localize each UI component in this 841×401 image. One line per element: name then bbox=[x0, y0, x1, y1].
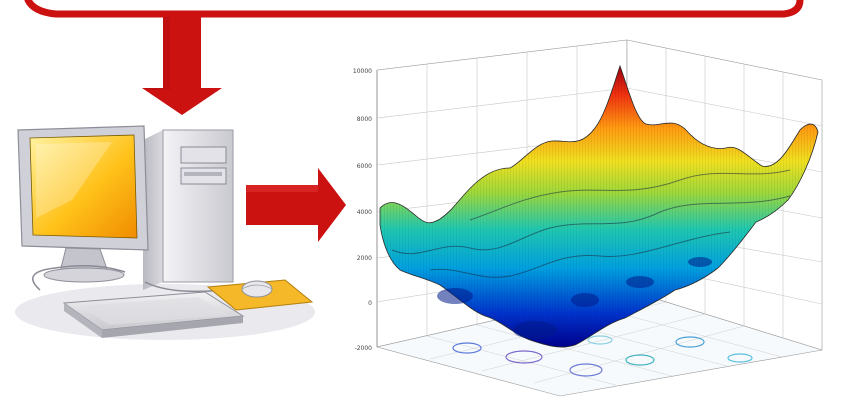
z-tick-label: 4000 bbox=[357, 209, 372, 216]
surface bbox=[379, 64, 819, 348]
z-tick-label: 2000 bbox=[357, 255, 372, 262]
z-tick-label: -2000 bbox=[355, 345, 373, 352]
keyboard bbox=[62, 291, 245, 338]
tower bbox=[143, 129, 234, 290]
z-tick-label: 6000 bbox=[357, 163, 372, 170]
down-arrow-icon bbox=[142, 17, 222, 115]
top-bracket bbox=[24, 0, 804, 18]
mousepad bbox=[206, 279, 314, 311]
monitor-screen bbox=[29, 134, 138, 239]
z-axis: 10000 8000 6000 4000 2000 0 -2000 bbox=[353, 68, 378, 352]
surface-plot: 10000 8000 6000 4000 2000 0 -2000 bbox=[353, 39, 823, 397]
z-tick-label: 0 bbox=[368, 300, 372, 307]
right-arrow-icon bbox=[246, 168, 346, 242]
z-tick-label: 10000 bbox=[353, 68, 372, 75]
monitor bbox=[17, 125, 149, 283]
z-tick-label: 8000 bbox=[357, 116, 372, 123]
computer-icon bbox=[15, 125, 315, 340]
